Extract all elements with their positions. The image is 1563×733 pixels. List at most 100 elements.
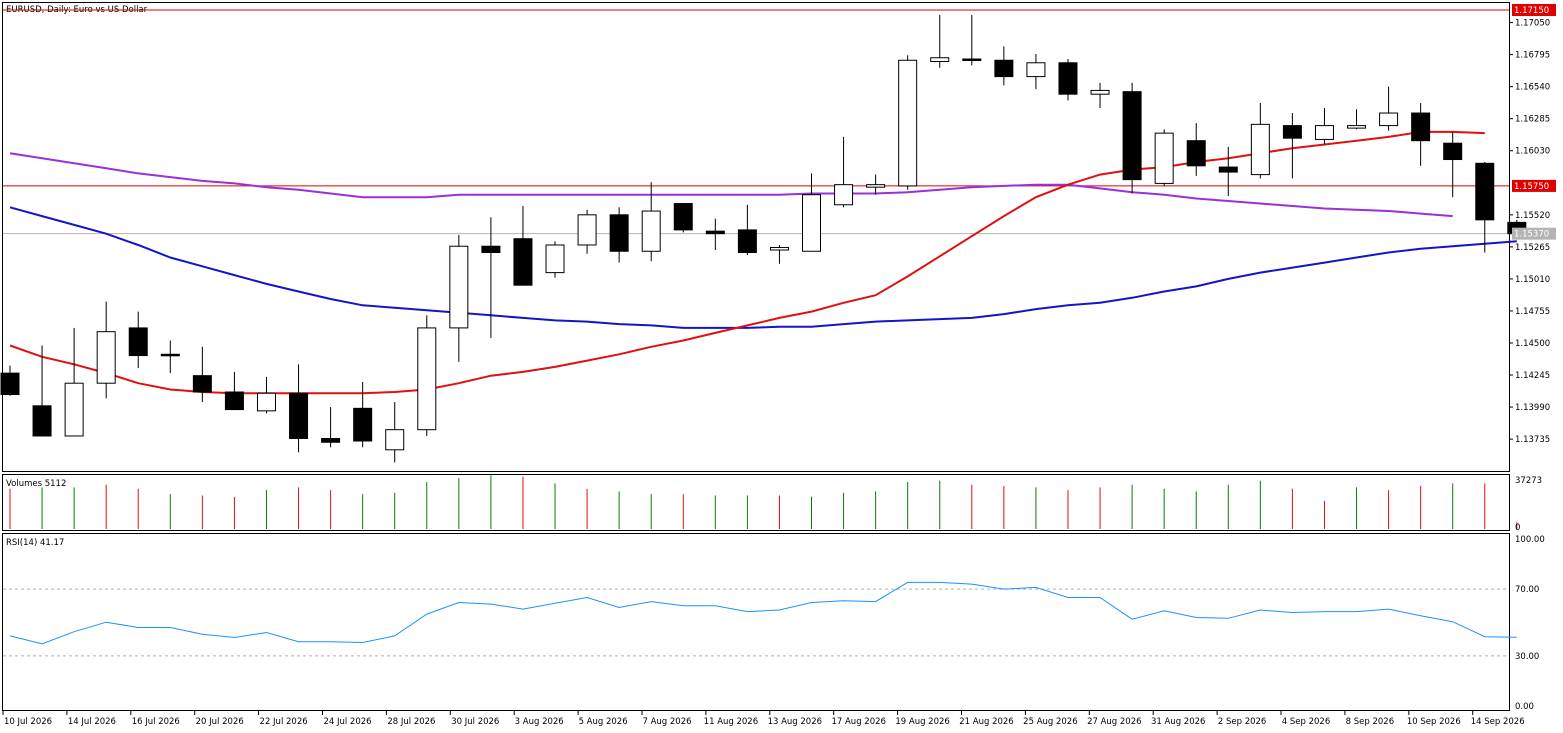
time-tick-label: 27 Aug 2026 (1087, 717, 1141, 727)
time-tick-label: 14 Sep 2026 (1471, 717, 1525, 727)
price-marker-label: 1.15750 (1514, 182, 1549, 192)
candle-body (289, 392, 309, 439)
rsi-series (3, 581, 1517, 657)
time-tick-label: 16 Jul 2026 (132, 717, 180, 727)
rsi-tick-label: 0.00 (1515, 702, 1534, 712)
time-tick-label: 5 Aug 2026 (579, 717, 628, 727)
price-tick-label: 1.15265 (1515, 243, 1550, 253)
time-tick-label: 19 Aug 2026 (895, 717, 949, 727)
time-tick-label: 2 Sep 2026 (1218, 717, 1266, 727)
candle-body (962, 58, 982, 62)
candles (0, 15, 1527, 463)
candle-body (545, 244, 565, 274)
candle-body (256, 392, 276, 412)
candle-body (1411, 112, 1431, 142)
candle-body (769, 246, 789, 251)
candle-body (128, 327, 148, 357)
time-tick-label: 22 Jul 2026 (260, 717, 308, 727)
candle-body (609, 214, 629, 252)
time-tick-label: 14 Jul 2026 (68, 717, 116, 727)
candle-body (1026, 62, 1046, 78)
price-tick-label: 1.14755 (1515, 307, 1550, 317)
price-tick-label: 1.16030 (1515, 147, 1550, 157)
time-tick-label: 24 Jul 2026 (323, 717, 371, 727)
price-tick-label: 1.17050 (1515, 19, 1550, 29)
candle-body (641, 210, 661, 252)
candle-body (1379, 112, 1399, 127)
candle-body (1475, 162, 1495, 221)
price-tick-label: 1.16540 (1515, 83, 1550, 93)
moving-averages (9, 130, 1517, 395)
candle-body (737, 229, 757, 254)
price-marker-labels: 1.17150 1.15750 1.15370 (1512, 4, 1556, 240)
time-tick-label: 20 Jul 2026 (196, 717, 244, 727)
volumes-label: Volumes 5112 (6, 479, 66, 489)
candle-body (1058, 62, 1078, 95)
volume-axis: 37273 0 (1515, 476, 1542, 533)
price-tick-label: 1.15010 (1515, 275, 1550, 285)
price-tick-label: 1.14245 (1515, 371, 1550, 381)
volume-pane (2, 474, 1510, 531)
candle-body (321, 437, 341, 443)
time-tick-label: 31 Aug 2026 (1151, 717, 1205, 727)
candle-body (192, 375, 212, 393)
candle-body (1250, 123, 1270, 176)
candle-body (898, 59, 918, 187)
candle-body (866, 184, 886, 188)
volume-bars (9, 475, 1518, 529)
price-pane (2, 2, 1510, 472)
price-tick-label: 1.16795 (1515, 51, 1550, 61)
time-tick-label: 10 Jul 2026 (4, 717, 52, 727)
price-marker-box (1512, 179, 1556, 192)
candle-body (449, 245, 469, 329)
time-tick-label: 21 Aug 2026 (959, 717, 1013, 727)
candle-body (802, 194, 821, 252)
candle-body (1218, 166, 1238, 173)
price-marker-box (1512, 227, 1556, 240)
rsi-line (9, 581, 1517, 645)
time-tick-label: 25 Aug 2026 (1023, 717, 1077, 727)
candle-body (385, 429, 405, 451)
time-tick-label: 7 Aug 2026 (642, 717, 691, 727)
price-tick-label: 1.13990 (1515, 403, 1550, 413)
ma-blue-line (9, 206, 1517, 329)
volume-tick-label: 0 (1515, 523, 1520, 533)
candle-body (673, 203, 693, 231)
price-marker-lines (3, 9, 1509, 235)
candle-body (1154, 132, 1174, 184)
price-axis: 1.17050 1.16795 1.16540 1.16285 1.16030 1.155… (1509, 19, 1550, 445)
candle-body (64, 382, 84, 437)
candle-body (1090, 89, 1110, 95)
time-tick-label: 3 Aug 2026 (515, 717, 564, 727)
rsi-label: RSI(14) 41.17 (6, 538, 64, 548)
price-marker-label: 1.17150 (1514, 6, 1549, 16)
rsi-tick-label: 100.00 (1515, 535, 1545, 545)
candle-body (705, 230, 725, 235)
candle-body (1186, 140, 1206, 167)
time-tick-label: 10 Sep 2026 (1407, 717, 1461, 727)
price-tick-label: 1.13735 (1515, 435, 1550, 445)
candle-body (417, 327, 437, 431)
time-tick-label: 30 Jul 2026 (451, 717, 499, 727)
time-axis: 10 Jul 2026 14 Jul 2026 16 Jul 2026 20 Jul … (2, 711, 1525, 727)
price-marker-label: 1.15370 (1514, 230, 1549, 240)
candle-body (834, 184, 854, 206)
candle-body (1347, 125, 1367, 129)
candle-body (930, 57, 950, 63)
candle-body (160, 353, 180, 357)
time-tick-label: 17 Aug 2026 (831, 717, 885, 727)
time-tick-label: 4 Sep 2026 (1282, 717, 1330, 727)
rsi-tick-label: 30.00 (1515, 652, 1539, 662)
candle-body (994, 59, 1014, 78)
candle-body (1443, 142, 1463, 161)
candle-body (1282, 125, 1302, 139)
candle-body (481, 245, 501, 254)
price-marker-box (1512, 4, 1556, 16)
price-tick-label: 1.14500 (1515, 339, 1550, 349)
candle-body (1314, 125, 1334, 140)
rsi-axis: 100.00 70.00 30.00 0.00 (1515, 535, 1545, 712)
candle-body (32, 405, 52, 437)
price-tick-label: 1.15520 (1515, 211, 1550, 221)
price-tick-label: 1.16285 (1515, 115, 1550, 125)
